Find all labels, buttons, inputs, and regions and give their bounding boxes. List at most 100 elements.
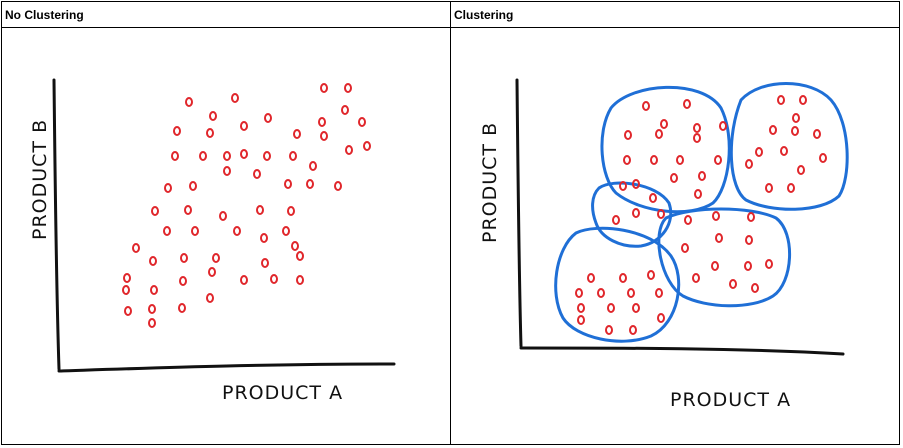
cluster-outline-bottom-left [554, 226, 681, 343]
data-point [719, 121, 727, 131]
panel-header: No Clustering [2, 2, 450, 28]
data-point [296, 251, 304, 261]
data-point [619, 273, 627, 283]
data-point [185, 97, 193, 107]
data-point [647, 270, 655, 280]
data-point [334, 181, 342, 191]
data-point [233, 226, 241, 236]
data-point [240, 121, 248, 131]
panel-no-clustering: No Clustering PRODUCT A PRODUCT B [2, 2, 451, 444]
data-point [714, 155, 722, 165]
cluster-outlines [554, 82, 849, 343]
data-point [289, 151, 297, 161]
data-point [755, 147, 763, 157]
data-point [264, 113, 272, 123]
data-point [683, 99, 691, 109]
panel-header: Clustering [451, 2, 900, 28]
data-point [676, 155, 684, 165]
data-point [296, 275, 304, 285]
y-axis-label: PRODUCT B [29, 119, 51, 240]
x-axis-label: PRODUCT A [222, 382, 343, 404]
data-point [261, 258, 269, 268]
data-point [124, 306, 132, 316]
cluster-outline-top-right [729, 82, 849, 211]
data-point [184, 205, 192, 215]
data-point [240, 149, 248, 159]
data-point [318, 117, 326, 127]
data-point [577, 315, 585, 325]
data-point [150, 285, 158, 295]
data-point [173, 126, 181, 136]
x-axis [57, 362, 396, 373]
data-point [191, 226, 199, 236]
data-point [306, 179, 314, 189]
data-point [624, 130, 632, 140]
data-point [711, 261, 719, 271]
data-point [780, 146, 788, 156]
data-point [597, 288, 605, 298]
panel-figure: PRODUCT A PRODUCT B [2, 28, 450, 444]
data-point [715, 233, 723, 243]
data-point [179, 276, 187, 286]
data-point [270, 274, 278, 284]
data-points [122, 83, 371, 328]
data-point [587, 273, 595, 283]
data-point [642, 101, 650, 111]
data-point [712, 211, 720, 221]
data-point [744, 261, 752, 271]
data-point [345, 145, 353, 155]
data-point [632, 208, 640, 218]
data-point [199, 151, 207, 161]
data-point [171, 151, 179, 161]
data-point [341, 105, 349, 115]
data-point [164, 183, 172, 193]
data-point [698, 171, 706, 181]
data-point [223, 151, 231, 161]
data-point [619, 181, 627, 191]
data-point [650, 155, 658, 165]
data-point [291, 241, 299, 251]
data-point [240, 275, 248, 285]
data-point [632, 179, 640, 189]
data-point [151, 206, 159, 216]
cluster-outline-middle-right [657, 207, 791, 308]
panel-figure: PRODUCT A PRODUCT B [451, 28, 900, 444]
data-point [256, 205, 264, 215]
data-point [358, 117, 366, 127]
data-point [791, 126, 799, 136]
data-point [655, 288, 663, 298]
data-point [206, 293, 214, 303]
data-point [577, 303, 585, 313]
cluster-outline-top-left [600, 85, 731, 214]
data-point [260, 233, 268, 243]
data-point [253, 169, 261, 179]
data-point [692, 273, 700, 283]
data-point [684, 215, 692, 225]
panel-clustering: Clustering PRODUCT A PRODUCT B [451, 2, 900, 444]
data-point [745, 235, 753, 245]
data-point [309, 161, 317, 171]
scatter-sketch: PRODUCT A PRODUCT B [29, 78, 396, 404]
y-axis [515, 78, 523, 348]
x-axis-label: PRODUCT A [670, 389, 791, 411]
data-point [132, 243, 140, 253]
data-points [575, 95, 827, 335]
data-point [627, 288, 635, 298]
data-point [219, 211, 227, 221]
data-point [797, 165, 805, 175]
y-axis [52, 78, 61, 371]
data-point [284, 179, 292, 189]
data-point [694, 189, 702, 199]
data-point [657, 209, 665, 219]
data-point [751, 283, 759, 293]
data-point [777, 95, 785, 105]
data-point [320, 83, 328, 93]
data-point [765, 183, 773, 193]
data-point [293, 129, 301, 139]
data-point [148, 304, 156, 314]
data-point [320, 131, 328, 141]
data-point [623, 155, 631, 165]
data-point [163, 226, 171, 236]
data-point [693, 133, 701, 143]
data-point [178, 303, 186, 313]
